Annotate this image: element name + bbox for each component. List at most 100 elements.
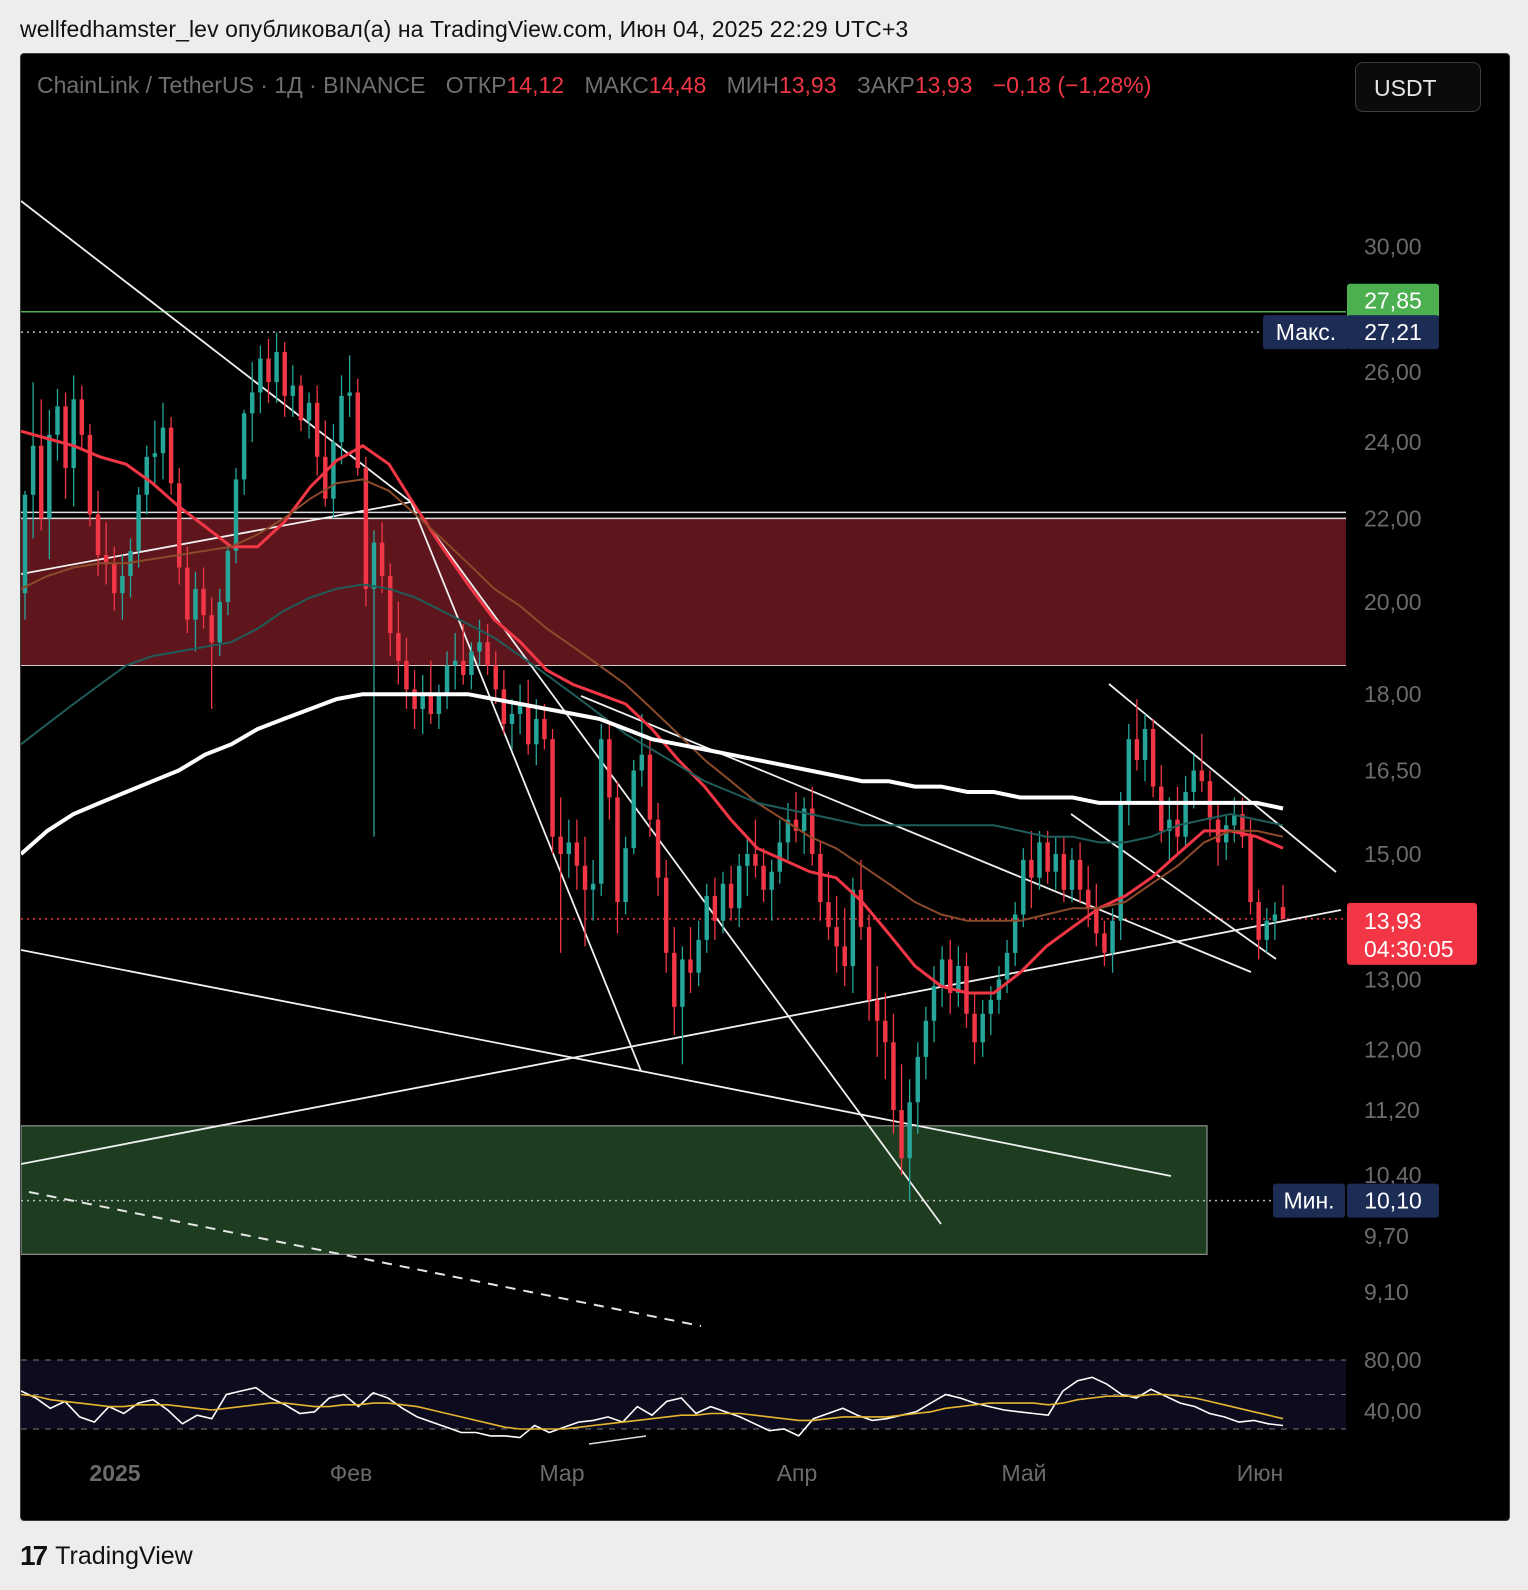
close-label: ЗАКР (856, 72, 915, 98)
dashed-trend-line (28, 1191, 702, 1327)
candle-body (1053, 854, 1058, 872)
candle-body (818, 854, 823, 903)
price-chart[interactable]: 30,00 26,00 24,00 22,00 20,00 18,00 16,50 15,00… (21, 54, 1509, 1520)
candle-body (558, 836, 563, 855)
rsi-divergence-line (588, 1435, 647, 1445)
currency-button[interactable]: USDT (1355, 62, 1481, 112)
demand-zone (21, 1125, 1208, 1255)
high-value: 14,48 (648, 72, 707, 98)
candle-body (250, 392, 255, 414)
change-value: −0,18 (−1,28%) (992, 72, 1152, 98)
y-axis-label: 12,00 (1364, 1037, 1422, 1063)
candle-body (834, 927, 839, 947)
min-name-badge: Мин. (1283, 1188, 1334, 1214)
candle-body (217, 601, 223, 643)
candle-body (469, 651, 474, 675)
open-label: ОТКР (445, 72, 507, 98)
candle-body (444, 665, 450, 695)
candle-body (728, 883, 734, 909)
min-value-badge: 10,10 (1364, 1188, 1422, 1214)
candle-body (103, 554, 109, 564)
candle-body (964, 966, 969, 1014)
candle-body (160, 427, 166, 454)
brand-name[interactable]: TradingView (55, 1541, 193, 1570)
y-axis-label: 16,50 (1364, 757, 1422, 783)
candle-body (387, 575, 393, 634)
candle-body (485, 642, 490, 666)
max-name-badge-bg (1263, 315, 1349, 350)
candle-body (923, 1020, 929, 1057)
candle-body (566, 842, 572, 855)
low-label: МИН (726, 72, 779, 98)
trend-line (640, 1070, 1172, 1177)
chart-panel[interactable]: 30,00 26,00 24,00 22,00 20,00 18,00 16,50 15,00… (20, 53, 1510, 1521)
candle-body (534, 718, 539, 745)
candle-body (866, 927, 872, 1000)
candle-body (631, 770, 636, 849)
candle-body (582, 865, 588, 890)
candle-body (396, 633, 401, 661)
candle-body (891, 1042, 896, 1111)
candle-body (1159, 786, 1164, 831)
candle-body (95, 514, 101, 555)
rsi-axis-label: 40,00 (1364, 1398, 1422, 1424)
candle-body (1248, 836, 1253, 903)
candle-body (1110, 920, 1115, 953)
y-axis-label: 15,00 (1364, 841, 1422, 867)
candle-body (1069, 859, 1075, 890)
candle-body (282, 351, 287, 396)
candle-body (736, 865, 742, 909)
candle-body (420, 694, 425, 709)
published-line: wellfedhamster_lev опубликовал(а) на Tra… (20, 16, 909, 42)
y-axis-label: 30,00 (1364, 234, 1422, 260)
candle-body (1256, 902, 1261, 940)
candle-body (761, 865, 766, 890)
candle-body (209, 615, 214, 643)
min-value-badge-bg (1347, 1183, 1439, 1218)
candle-body (22, 494, 28, 594)
candle-body (112, 563, 117, 594)
candle-body (339, 395, 344, 443)
level-badge-bg (1347, 283, 1439, 318)
candle-body (1021, 859, 1026, 915)
candle-body (63, 406, 68, 469)
candle-body (379, 542, 385, 576)
max-value-badge-bg (1347, 315, 1439, 350)
trend-line (21, 200, 412, 503)
candle-body (306, 402, 312, 421)
candle-body (655, 819, 661, 878)
candle-body (542, 718, 547, 740)
candle-body (915, 1056, 921, 1103)
candle-body (371, 542, 377, 589)
candle-body (1223, 825, 1229, 843)
candle-body (493, 665, 498, 690)
candle-body (1061, 854, 1067, 890)
moving-average-line (21, 583, 1284, 844)
candle-body (347, 392, 352, 396)
candle-body (599, 739, 604, 884)
candle-body (1004, 952, 1010, 980)
candle-body (785, 819, 791, 843)
high-label: МАКС (584, 72, 649, 98)
x-axis-label: Мар (539, 1460, 584, 1486)
candle-body (323, 456, 328, 499)
candle-body (193, 588, 198, 620)
tradingview-logo-icon[interactable]: 17 (20, 1540, 48, 1571)
candle-body (428, 694, 434, 714)
candle-body (745, 854, 750, 866)
x-axis-label: Май (1001, 1460, 1046, 1486)
candle-body (298, 385, 304, 421)
candle-body (550, 739, 555, 837)
candle-body (615, 797, 620, 903)
symbol-name[interactable]: ChainLink / TetherUS · 1Д · BINANCE (37, 72, 426, 98)
candle-body (590, 883, 596, 890)
candle-body (477, 642, 482, 652)
candle-body (1175, 819, 1180, 837)
candle-body (39, 445, 44, 519)
x-axis-label: Апр (777, 1460, 818, 1486)
y-axis-label: 18,00 (1364, 681, 1422, 707)
y-axis-label: 13,00 (1364, 966, 1422, 992)
candle-body (274, 351, 279, 383)
candle-body (1183, 791, 1188, 837)
candle-body (1240, 814, 1245, 837)
